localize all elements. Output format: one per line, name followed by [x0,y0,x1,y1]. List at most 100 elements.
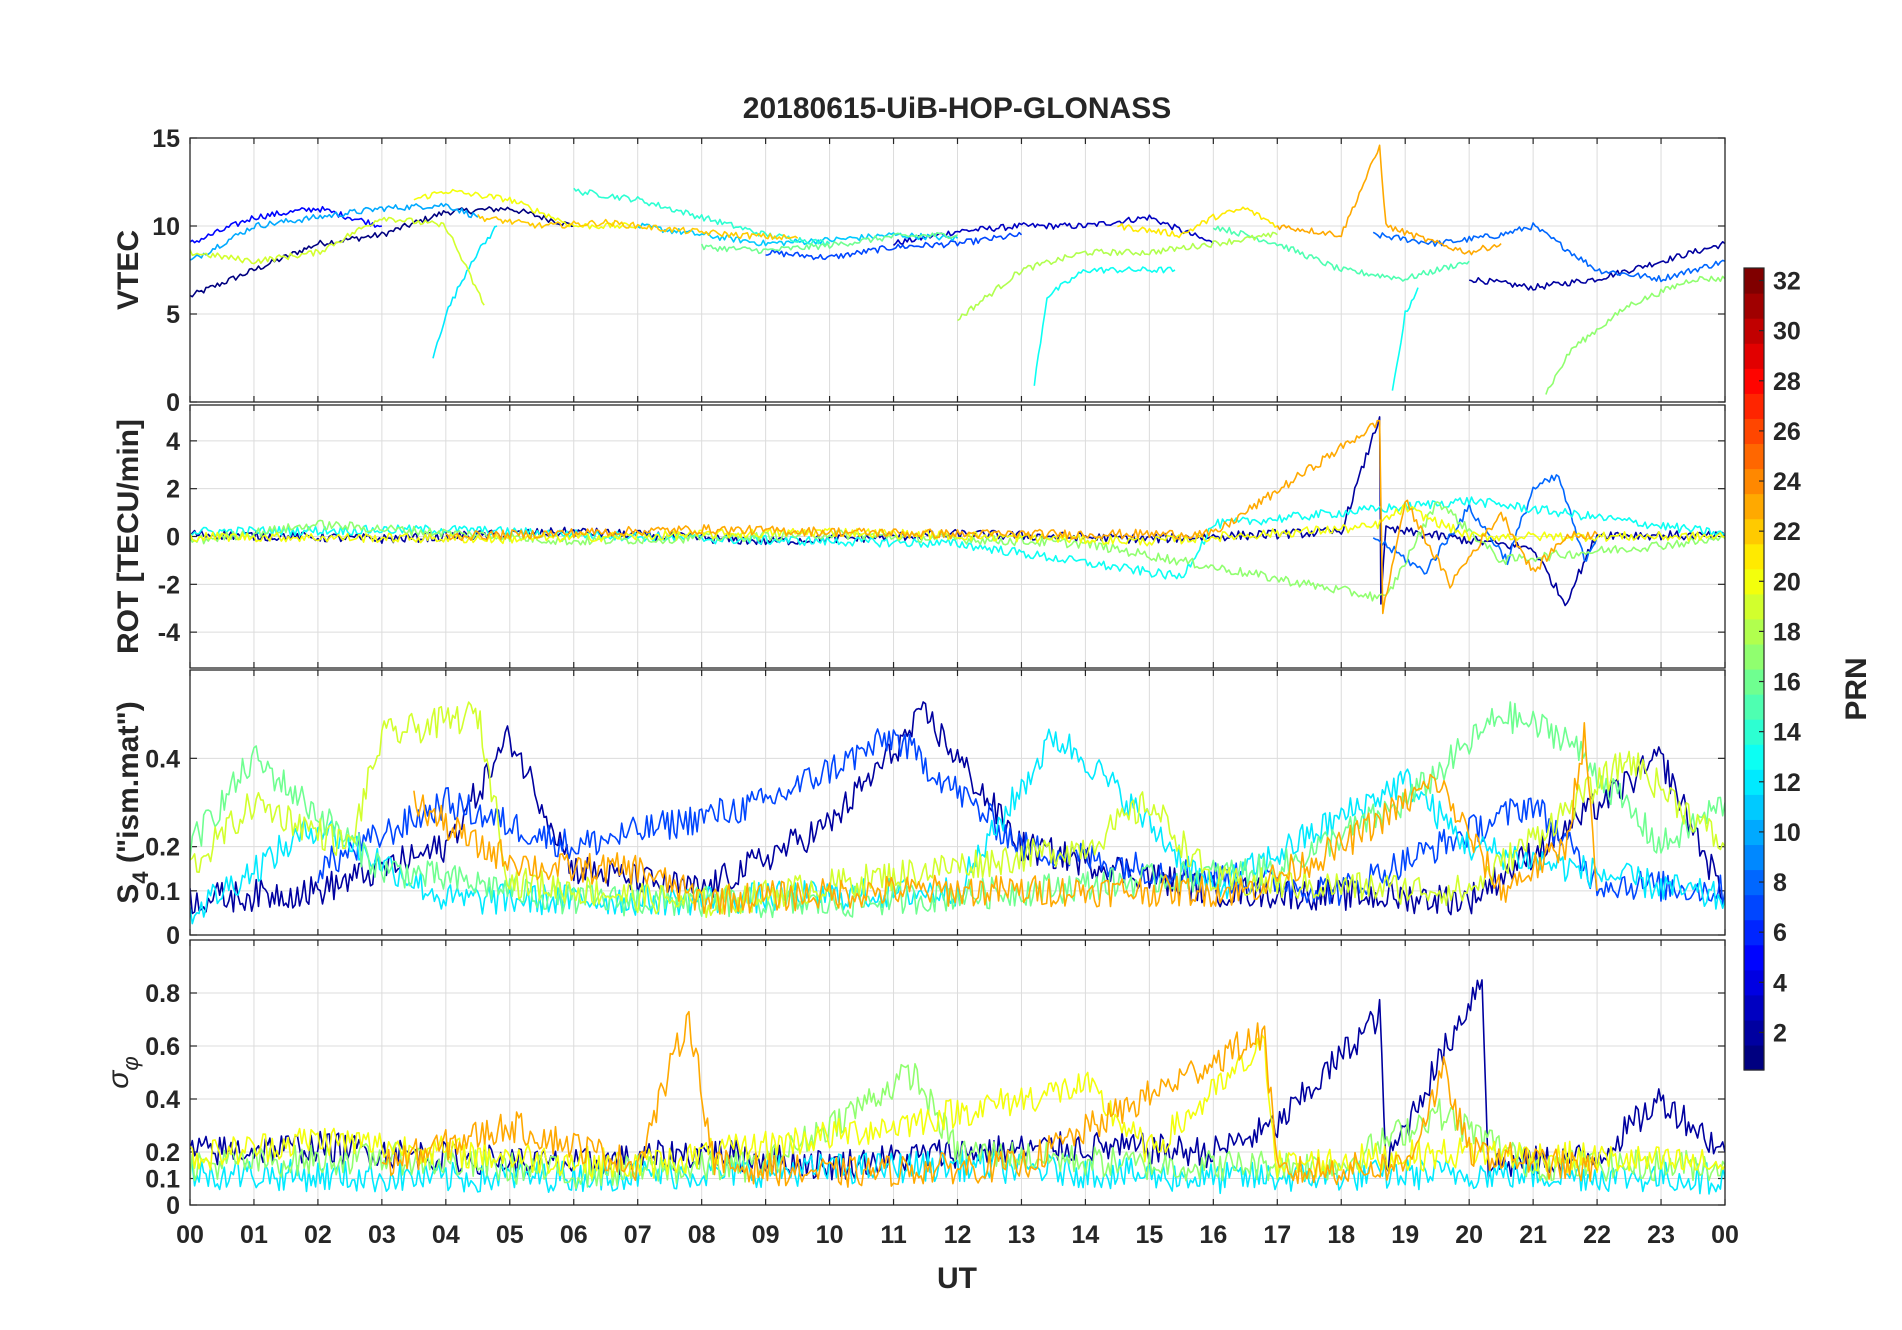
colorbar-label: PRN [1840,657,1873,720]
x-tick-label: 17 [1263,1221,1291,1249]
axes-frame [189,137,1726,403]
x-tick-label: 07 [624,1221,652,1249]
axes-frame [189,669,1726,936]
series-line-prn-20 [190,503,1725,547]
series-line-prn-19 [190,701,1725,919]
x-tick-label: 09 [752,1221,780,1249]
x-axis-label: UT [937,1262,977,1295]
colorbar-segment [1744,994,1764,1021]
colorbar-segment [1744,844,1764,871]
series-line-prn-8 [1372,474,1598,575]
colorbar-segment [1744,1019,1764,1046]
series-line-prn-12 [190,1149,1725,1195]
series-line-prn-19 [190,216,485,306]
colorbar-segment [1744,969,1764,996]
series-line-prn-16 [700,232,958,255]
y-axis-label: S4 ("ism.mat") [112,701,153,903]
colorbar-segment [1744,443,1764,470]
colorbar-tick-label: 4 [1773,969,1787,997]
colorbar-segment [1744,618,1764,645]
panel-vtec: 0 5 10 15 VTEC [112,125,1726,417]
x-tick-label: 02 [304,1221,332,1249]
colorbar-segment [1744,819,1764,846]
series-line-prn-23 [413,722,1598,915]
colorbar-segment [1744,593,1764,620]
y-tick-label: 0.4 [145,745,180,773]
colorbar-tick-label: 24 [1773,468,1801,496]
y-axis-label-base: S [112,884,145,904]
y-axis-label-sub: 4 [128,871,153,884]
series-line-prn-16 [190,701,1725,919]
x-tick-label: 00 [176,1221,204,1249]
x-tick-label: 03 [368,1221,396,1249]
colorbar-segment [1744,894,1764,921]
y-tick-label: 0 [166,524,180,552]
series-line-prn-17 [1545,275,1725,395]
colorbar-segment [1744,543,1764,570]
series-line-prn-7 [317,728,1725,906]
series-line-prn-2 [1469,241,1725,291]
series-group [190,701,1725,925]
panel-sigma-phi: 00.10.2 0.4 0.6 0.8 σφ [102,939,1726,1220]
x-tick-label: 08 [688,1221,716,1249]
colorbar-segment [1744,944,1764,971]
colorbar-tick-label: 18 [1773,618,1801,646]
x-tick-label: 12 [944,1221,972,1249]
colorbar-tick-label: 28 [1773,368,1801,396]
x-tick-label: 06 [560,1221,588,1249]
series-line-prn-18 [957,231,1278,322]
x-tick-label: 13 [1008,1221,1036,1249]
colorbar-segment [1744,794,1764,820]
y-axis-label: VTEC [112,230,145,310]
colorbar-segment [1744,468,1764,495]
y-axis-label-rest: ("ism.mat") [112,701,145,871]
y-tick-label: 4 [166,428,180,456]
series-line-prn-3 [892,214,1214,246]
y-tick-label: 0.4 [145,1086,180,1114]
colorbar-tick-label: 20 [1773,568,1801,596]
colorbar-segment [1744,869,1764,896]
colorbar-tick-label: 32 [1773,268,1801,296]
y-axis-label-base: σ [102,1069,135,1089]
chart-title: 20180615-UiB-HOP-GLONASS [743,92,1171,125]
series-line-prn-23 [381,1010,1598,1188]
series-line-prn-10 [190,202,479,261]
x-tick-label: 20 [1455,1221,1483,1249]
y-tick-label: 0 [166,389,180,417]
series-line-prn-13 [1033,266,1176,386]
series-group [190,979,1725,1195]
series-line-prn-1 [190,206,574,298]
colorbar-segment [1744,719,1764,745]
x-tick-label: 11 [880,1221,907,1249]
y-tick-label: 0.2 [145,1139,180,1167]
series-group [190,144,1725,395]
series-line-prn-13 [1391,287,1419,391]
y-tick-label: 0.1 [145,1166,180,1194]
x-tick-label: 19 [1391,1221,1419,1249]
x-tick-label: 01 [240,1221,268,1249]
colorbar-segment [1744,568,1764,595]
series-line-prn-7 [765,231,1023,261]
colorbar-segment [1744,1044,1764,1071]
colorbar-segment [1744,393,1764,419]
series-line-prn-2 [190,701,1725,916]
series-line-prn-5 [190,205,383,244]
panel-rot: -4 -2 0 2 4 ROT [TECU/min] [112,404,1726,669]
x-tick-label: 05 [496,1221,524,1249]
colorbar-tick-label: 22 [1773,518,1801,546]
y-tick-label: 0.8 [145,980,180,1008]
panel-s4: 00.10.20.4S4 ("ism.mat") [112,669,1726,950]
series-line-prn-8 [1372,222,1725,283]
x-tick-label: 15 [1135,1221,1163,1249]
colorbar-tick-label: 8 [1773,869,1787,897]
colorbar-tick-label: 26 [1773,418,1801,446]
colorbar-tick-label: 6 [1773,919,1787,947]
series-line-prn-23 [1276,144,1502,256]
y-tick-label: 2 [166,476,180,504]
y-tick-label: 5 [166,301,180,329]
colorbar-tick-label: 2 [1773,1019,1787,1047]
colorbar-tick-label: 14 [1773,719,1801,747]
y-axis-label-sub: φ [118,1056,143,1070]
